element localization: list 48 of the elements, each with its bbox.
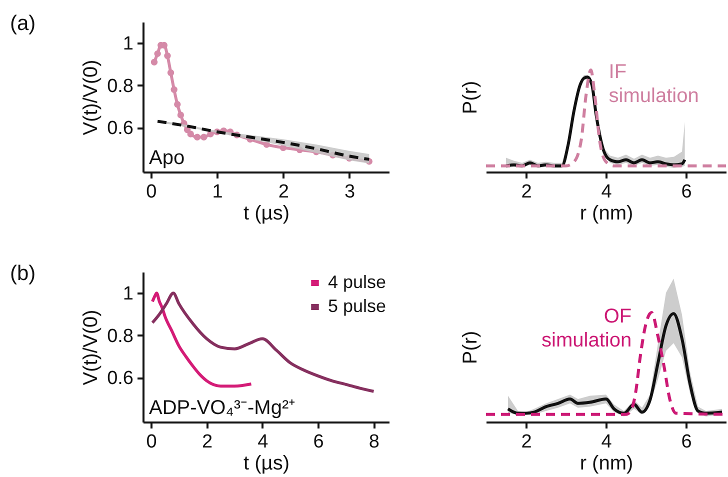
x-tick-label: 4	[601, 432, 612, 452]
point	[200, 134, 208, 140]
x-tick-label: 2	[521, 182, 532, 202]
x-tick-label: 2	[202, 432, 213, 452]
x-tick-label: 8	[368, 432, 380, 452]
series-label: OF simulation	[542, 306, 632, 352]
y-tick-label: 1	[122, 34, 134, 55]
y-tick-label: 0.8	[107, 326, 134, 347]
point	[177, 112, 184, 118]
point	[194, 134, 201, 140]
y-tick-label: 1	[122, 284, 134, 305]
x-axis-title: t (µs)	[244, 202, 290, 224]
point	[167, 69, 174, 76]
point	[164, 52, 171, 60]
y-tick-label: 0.6	[107, 368, 134, 390]
x-tick-label: 4	[601, 182, 612, 202]
x-axis-title: r (nm)	[580, 452, 634, 474]
legend-label: 4 pulse	[328, 272, 386, 292]
x-tick-label: 2	[278, 182, 289, 202]
y-axis-title: P(r)	[460, 330, 482, 364]
series-label: IF simulation	[608, 60, 699, 107]
x-axis-title: r (nm)	[580, 202, 634, 224]
y-tick-label: 0.8	[107, 76, 134, 97]
x-tick-label: 0	[146, 432, 157, 452]
y-axis-title: V(t)/V(0)	[80, 310, 102, 386]
annotation: Apo	[149, 147, 185, 169]
x-tick-label: 3	[344, 182, 356, 202]
x-axis-title: t (µs)	[244, 452, 290, 474]
x-tick-label: 4	[258, 432, 269, 452]
x-tick-label: 6	[681, 182, 692, 202]
line-series	[150, 292, 253, 388]
point	[154, 50, 161, 58]
chart-title: (b)	[10, 262, 36, 285]
x-tick-label: 2	[521, 432, 532, 452]
point	[170, 86, 178, 93]
y-tick-label: 0.6	[107, 118, 134, 140]
y-axis-title: V(t)/V(0)	[80, 60, 102, 136]
x-tick-label: 6	[681, 432, 692, 452]
point	[187, 130, 194, 138]
y-axis-title: P(r)	[460, 80, 482, 114]
point	[150, 58, 158, 66]
point	[174, 101, 181, 108]
x-tick-label: 6	[313, 432, 324, 452]
chart-title: (a)	[10, 12, 36, 35]
x-tick-label: 0	[146, 182, 157, 202]
annotation: ADP-VO₄³⁻-Mg²⁺	[149, 397, 296, 419]
x-tick-label: 1	[212, 182, 223, 202]
legend-label: 5 pulse	[328, 296, 386, 316]
